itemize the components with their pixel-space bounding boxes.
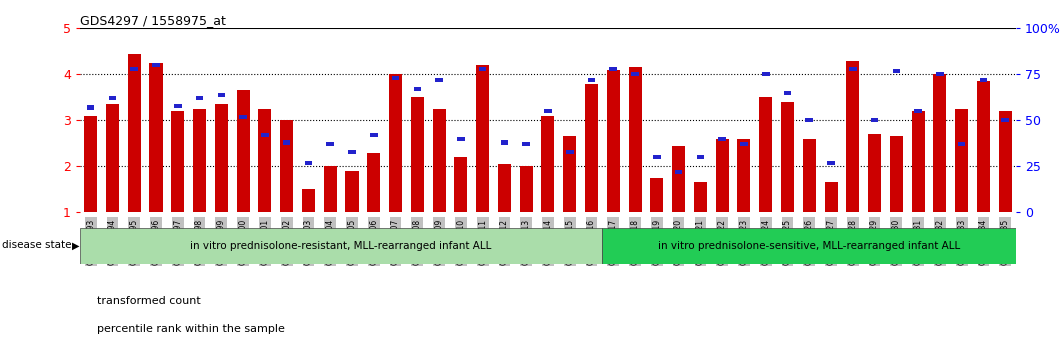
Bar: [893, 69, 900, 73]
Bar: [741, 142, 748, 146]
Bar: [411, 97, 423, 212]
Bar: [348, 150, 355, 154]
Text: in vitro prednisolone-sensitive, MLL-rearranged infant ALL: in vitro prednisolone-sensitive, MLL-rea…: [659, 241, 961, 251]
Bar: [825, 183, 837, 212]
Text: GDS4297 / 1558975_at: GDS4297 / 1558975_at: [80, 14, 226, 27]
Bar: [217, 92, 226, 97]
Bar: [106, 104, 119, 212]
Bar: [737, 139, 750, 212]
Bar: [542, 116, 554, 212]
Bar: [476, 65, 489, 212]
Bar: [999, 111, 1012, 212]
Bar: [87, 105, 95, 109]
Bar: [805, 118, 813, 122]
Bar: [128, 54, 140, 212]
Bar: [479, 67, 486, 71]
Bar: [280, 120, 294, 212]
Bar: [261, 133, 269, 137]
Bar: [392, 76, 399, 80]
Bar: [414, 87, 421, 91]
Bar: [302, 189, 315, 212]
Bar: [716, 139, 729, 212]
Bar: [131, 67, 138, 71]
Bar: [980, 78, 987, 82]
Bar: [389, 74, 402, 212]
Bar: [1001, 118, 1009, 122]
Bar: [827, 161, 835, 165]
Bar: [977, 81, 990, 212]
Text: ▶: ▶: [72, 240, 80, 250]
Bar: [933, 74, 947, 212]
Bar: [323, 166, 336, 212]
Bar: [631, 72, 638, 76]
Bar: [109, 96, 116, 100]
Bar: [653, 155, 661, 159]
Bar: [868, 134, 881, 212]
Bar: [694, 183, 706, 212]
Bar: [84, 116, 97, 212]
Bar: [259, 109, 271, 212]
Bar: [498, 164, 511, 212]
Bar: [544, 109, 552, 113]
Bar: [587, 78, 596, 82]
Bar: [762, 72, 769, 76]
Text: in vitro prednisolone-resistant, MLL-rearranged infant ALL: in vitro prednisolone-resistant, MLL-rea…: [190, 241, 492, 251]
Bar: [458, 137, 465, 141]
Bar: [566, 150, 573, 154]
Bar: [283, 141, 290, 144]
Bar: [433, 109, 446, 212]
Bar: [193, 109, 206, 212]
Bar: [500, 141, 509, 144]
Bar: [563, 137, 577, 212]
Bar: [936, 72, 944, 76]
Bar: [849, 67, 857, 71]
Bar: [304, 161, 312, 165]
Text: disease state: disease state: [2, 240, 71, 250]
Bar: [697, 155, 704, 159]
Bar: [606, 70, 620, 212]
Bar: [870, 118, 879, 122]
Bar: [914, 109, 921, 113]
Bar: [610, 67, 617, 71]
Bar: [80, 228, 602, 264]
Bar: [152, 63, 160, 67]
Bar: [675, 170, 682, 174]
Bar: [585, 84, 598, 212]
Bar: [958, 142, 965, 146]
Bar: [174, 104, 182, 108]
Bar: [239, 115, 247, 119]
Bar: [149, 63, 163, 212]
Bar: [802, 139, 816, 212]
Bar: [435, 78, 443, 82]
Bar: [215, 104, 228, 212]
Bar: [890, 137, 903, 212]
Bar: [346, 171, 359, 212]
Bar: [781, 102, 794, 212]
Bar: [327, 142, 334, 146]
Bar: [718, 137, 726, 141]
Bar: [519, 166, 533, 212]
Bar: [784, 91, 792, 95]
Bar: [367, 153, 380, 212]
Bar: [171, 111, 184, 212]
Text: percentile rank within the sample: percentile rank within the sample: [97, 324, 285, 334]
Bar: [912, 111, 925, 212]
Bar: [522, 142, 530, 146]
Bar: [955, 109, 968, 212]
Text: transformed count: transformed count: [97, 296, 201, 306]
Bar: [236, 91, 250, 212]
Bar: [602, 228, 1016, 264]
Bar: [650, 178, 663, 212]
Bar: [454, 157, 467, 212]
Bar: [629, 67, 642, 212]
Bar: [846, 61, 860, 212]
Bar: [672, 146, 685, 212]
Bar: [196, 96, 203, 100]
Bar: [370, 133, 378, 137]
Bar: [760, 97, 772, 212]
